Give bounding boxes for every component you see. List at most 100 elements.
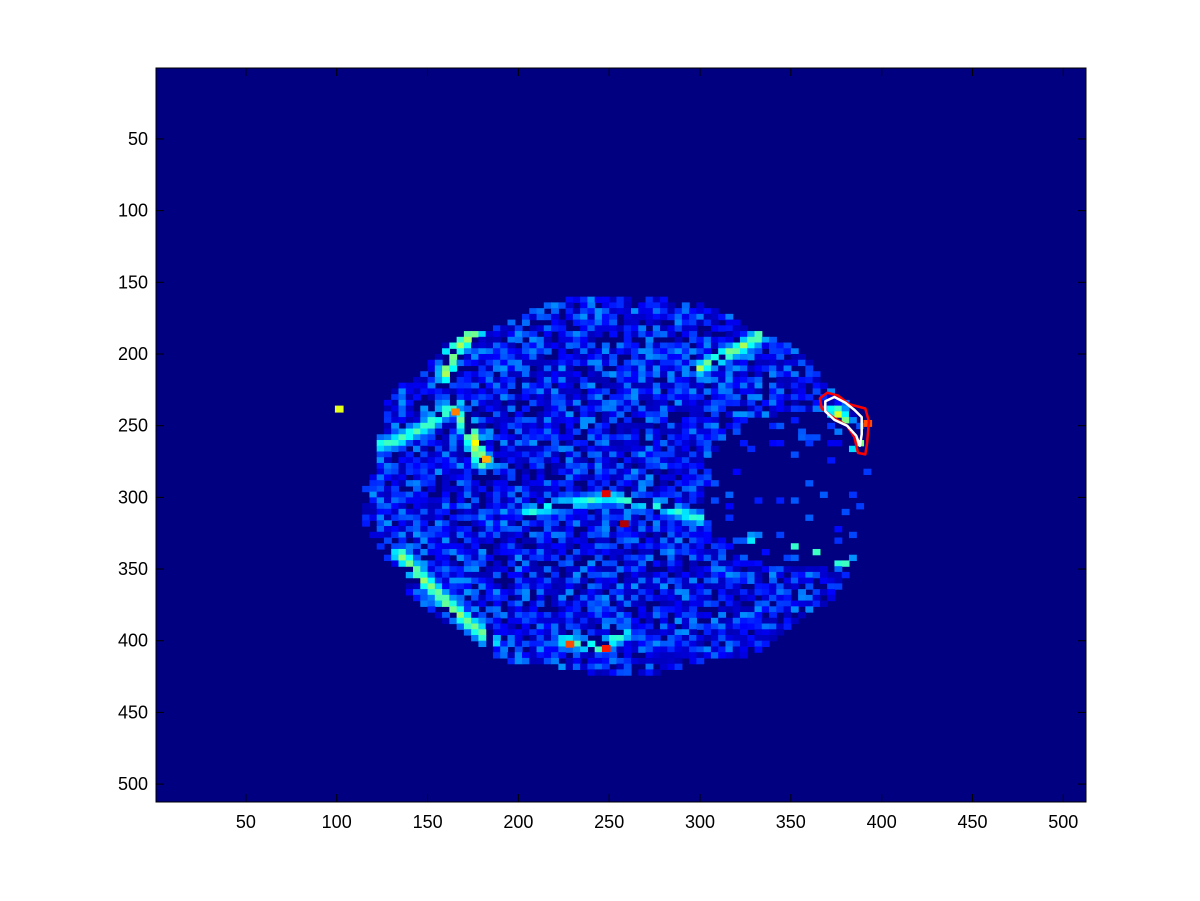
heatmap-cell (660, 577, 668, 584)
heatmap-cell (587, 480, 596, 487)
heatmap-cell (601, 313, 610, 321)
heatmap-cell (703, 589, 712, 596)
heatmap-cell (587, 583, 596, 590)
heatmap-cell (536, 399, 545, 407)
heatmap-cell (456, 428, 465, 435)
heatmap-cell (681, 440, 690, 447)
heatmap-cell (841, 508, 850, 516)
heatmap-cell (442, 485, 450, 493)
heatmap-cell (529, 531, 538, 539)
heatmap-cell (478, 434, 487, 441)
heatmap-cell (689, 560, 697, 567)
heatmap-cell (739, 376, 748, 384)
heatmap-cell (732, 388, 741, 395)
heatmap-cell (616, 325, 625, 332)
heatmap-cell (645, 514, 654, 521)
heatmap-cell (572, 474, 581, 481)
heatmap-cell (630, 514, 639, 521)
heatmap-cell (798, 577, 806, 584)
heatmap-cell (660, 657, 668, 665)
y-tick-label: 100 (118, 201, 148, 221)
heatmap-cell (819, 382, 828, 389)
heatmap-cell (427, 485, 436, 493)
heatmap-cell (754, 646, 763, 653)
heatmap-cell (630, 382, 639, 389)
heatmap-cell (514, 348, 523, 355)
heatmap-cell (667, 376, 676, 384)
heatmap-cell (660, 405, 668, 412)
heatmap-cell (456, 371, 465, 378)
heatmap-cell (783, 623, 792, 630)
heatmap-cell (689, 422, 697, 430)
heatmap-cell (427, 468, 436, 476)
heatmap-cell (471, 371, 480, 378)
heatmap-cell (630, 634, 639, 642)
heatmap-cell (739, 417, 748, 424)
heatmap-cell (718, 589, 727, 596)
heatmap-cell (609, 606, 618, 613)
heatmap-cell (507, 422, 516, 430)
heatmap-cell (645, 629, 654, 636)
heatmap-cell (449, 440, 458, 447)
heatmap-cell (638, 600, 647, 607)
heatmap-cell (587, 399, 596, 407)
heatmap-cell (601, 612, 610, 619)
heatmap-cell (819, 491, 828, 498)
heatmap-cell (594, 606, 603, 613)
heatmap-cell (543, 388, 552, 395)
heatmap-cell (856, 503, 865, 510)
heatmap-cell (739, 623, 748, 630)
heatmap-cell (696, 319, 705, 326)
heatmap-cell (551, 451, 559, 458)
heatmap-cell (638, 354, 647, 361)
heatmap-cell (732, 354, 741, 361)
heatmap-cell (543, 577, 552, 584)
heatmap-cell (572, 440, 581, 447)
heatmap-cell (536, 537, 545, 544)
heatmap-cell (848, 531, 857, 539)
heatmap-cell (522, 537, 530, 544)
heatmap-cell (652, 411, 661, 418)
heatmap-cell (507, 451, 516, 458)
heatmap-cell (427, 359, 436, 367)
heatmap-cell (609, 612, 618, 619)
heatmap-cell (718, 577, 727, 584)
heatmap-cell (601, 520, 610, 527)
heatmap-cell (732, 359, 741, 367)
heatmap-cell (442, 440, 450, 447)
heatmap-cell (529, 617, 538, 625)
heatmap-cell (572, 600, 581, 607)
heatmap-cell (514, 606, 523, 613)
heatmap-cell (456, 548, 465, 556)
heatmap-cell (652, 543, 661, 550)
heatmap-cell (522, 445, 530, 453)
heatmap-cell (848, 445, 857, 453)
heatmap-cell (754, 640, 763, 648)
heatmap-cell (514, 503, 523, 510)
heatmap-cell (514, 554, 523, 562)
heatmap-cell (572, 520, 581, 527)
heatmap-cell (674, 422, 683, 430)
heatmap-cell (725, 646, 734, 653)
heatmap-cell (456, 474, 465, 481)
heatmap-cell (601, 548, 610, 556)
heatmap-cell (696, 354, 705, 361)
heatmap-cell (732, 331, 741, 338)
heatmap-cell (739, 594, 748, 602)
heatmap-cell (529, 394, 538, 401)
heatmap-cell (689, 594, 697, 602)
heatmap-cell (623, 531, 632, 539)
heatmap-cell (565, 342, 574, 349)
heatmap-cell (674, 342, 683, 349)
heatmap-cell (492, 331, 501, 338)
heatmap-cell (587, 308, 596, 315)
heatmap-cell (645, 388, 654, 395)
heatmap-cell (434, 514, 443, 521)
heatmap-cell (747, 388, 756, 395)
heatmap-cell (565, 589, 574, 596)
heatmap-cell (601, 657, 610, 665)
heatmap-cell (761, 583, 770, 590)
heatmap-cell (652, 583, 661, 590)
heatmap-cell (638, 577, 647, 584)
heatmap-cell (681, 485, 690, 493)
